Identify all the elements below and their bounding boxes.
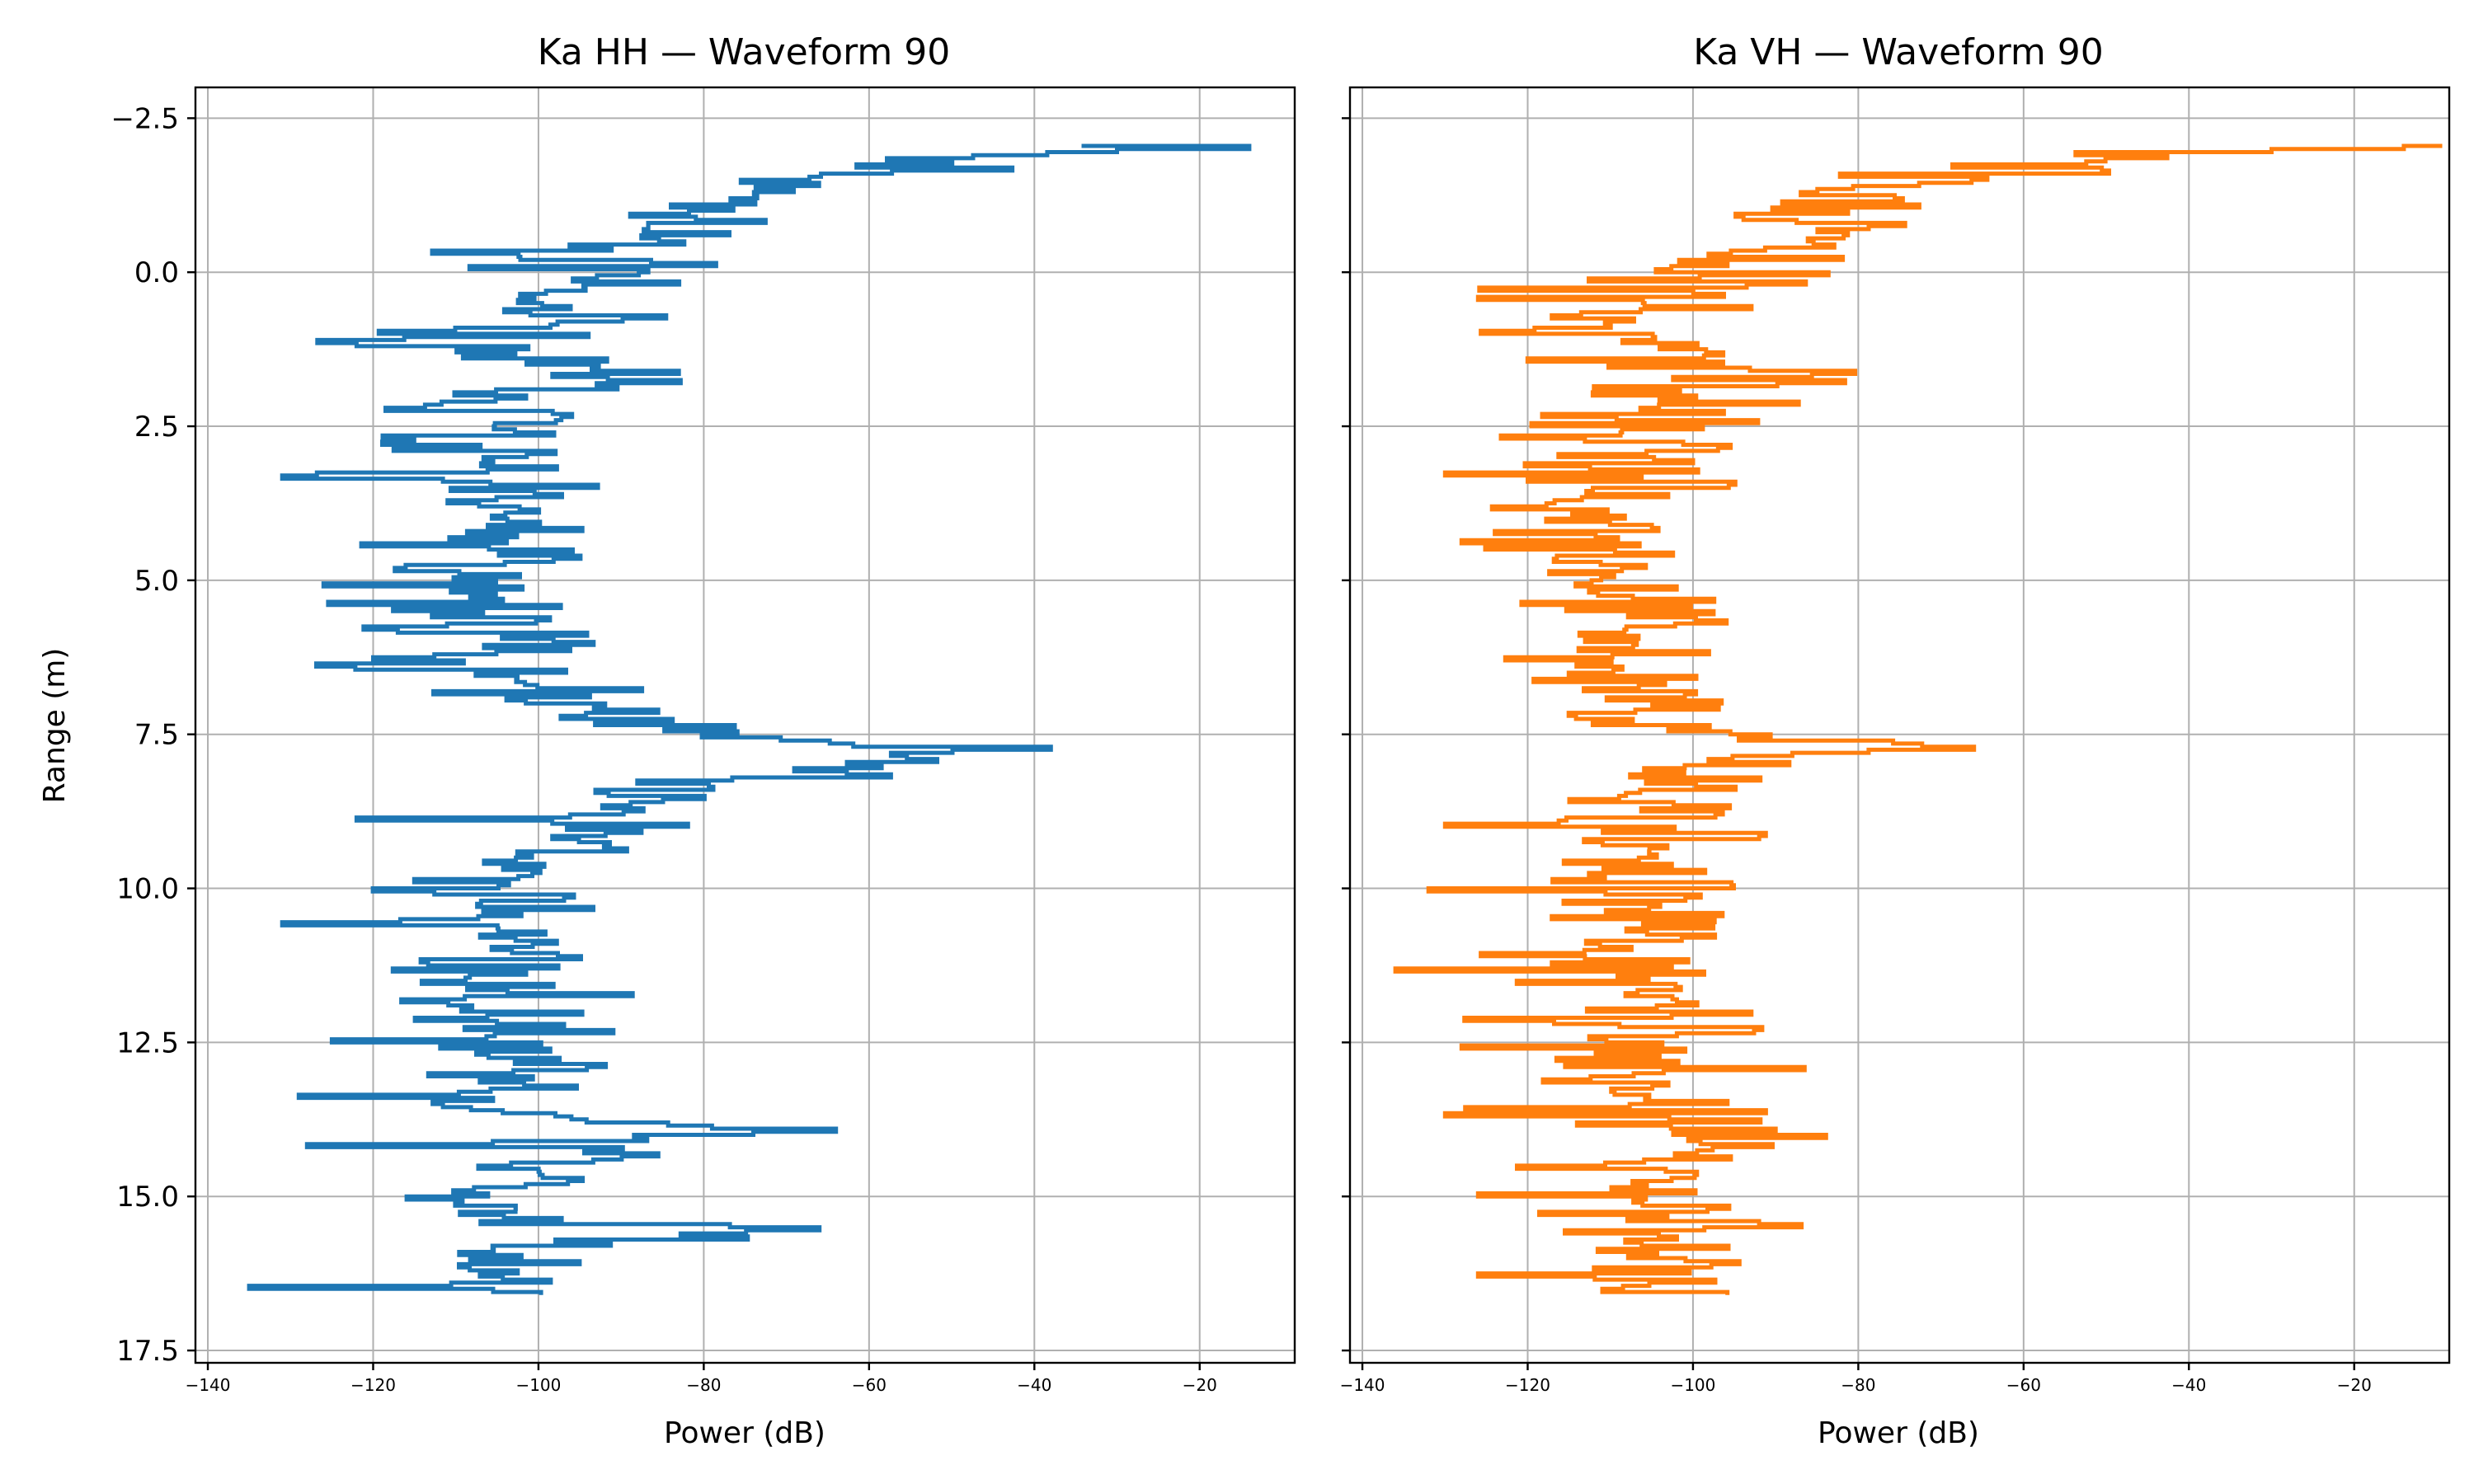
x-tick-label: −60 (852, 1375, 887, 1395)
panel-ka-hh: Ka HH — Waveform 90 −140 −120 −100 −80 −60 −4… (38, 31, 1296, 1450)
panel-ka-vh: Ka VH — Waveform 90 −140 −120 −100 −80 −60 −4… (1340, 31, 2451, 1450)
x-tick-label: −80 (686, 1375, 721, 1395)
x-tick-label: −80 (1841, 1375, 1875, 1395)
x-tick-label: −60 (2006, 1375, 2041, 1395)
x-tick-label: −40 (2171, 1375, 2206, 1395)
chart-title: Ka HH — Waveform 90 (538, 31, 951, 73)
x-tick-label: −120 (350, 1375, 396, 1395)
series-line-ka-vh (1393, 143, 2443, 1295)
x-tick-label: −100 (515, 1375, 561, 1395)
y-axis-label: Range (m) (38, 648, 72, 804)
x-axis-label: Power (dB) (664, 1416, 825, 1450)
x-tick-label: −20 (2337, 1375, 2372, 1395)
x-tick-label: −100 (1670, 1375, 1715, 1395)
y-axis-ticks: −2.5 0.0 2.5 5.0 7.5 10.0 12.5 15.0 17.5 (111, 102, 195, 1368)
y-tick-label: 5.0 (134, 565, 179, 598)
grid (195, 87, 1295, 1363)
x-tick-label: −140 (186, 1375, 231, 1395)
chart-title: Ka VH — Waveform 90 (1693, 31, 2104, 73)
y-tick-label: 7.5 (134, 719, 179, 752)
y-tick-label: 0.0 (134, 256, 179, 289)
x-tick-label: −140 (1340, 1375, 1385, 1395)
series-line-ka-hh (247, 143, 1252, 1295)
y-tick-label: −2.5 (111, 102, 179, 135)
y-tick-label: 12.5 (116, 1026, 179, 1059)
y-tick-label: 2.5 (134, 411, 179, 444)
x-tick-label: −120 (1505, 1375, 1550, 1395)
axes-frame (1348, 86, 2451, 1364)
x-tick-label: −20 (1183, 1375, 1217, 1395)
y-tick-label: 10.0 (116, 873, 179, 906)
y-axis-ticks (1342, 117, 1350, 1352)
x-axis-label: Power (dB) (1818, 1416, 1979, 1450)
x-tick-label: −40 (1017, 1375, 1051, 1395)
axes-frame (194, 86, 1296, 1364)
x-axis-ticks: −140 −120 −100 −80 −60 −40 −20 (1340, 1363, 2372, 1395)
y-tick-label: 15.0 (116, 1181, 179, 1214)
y-tick-label: 17.5 (116, 1335, 179, 1368)
x-axis-ticks: −140 −120 −100 −80 −60 −40 −20 (186, 1363, 1217, 1395)
